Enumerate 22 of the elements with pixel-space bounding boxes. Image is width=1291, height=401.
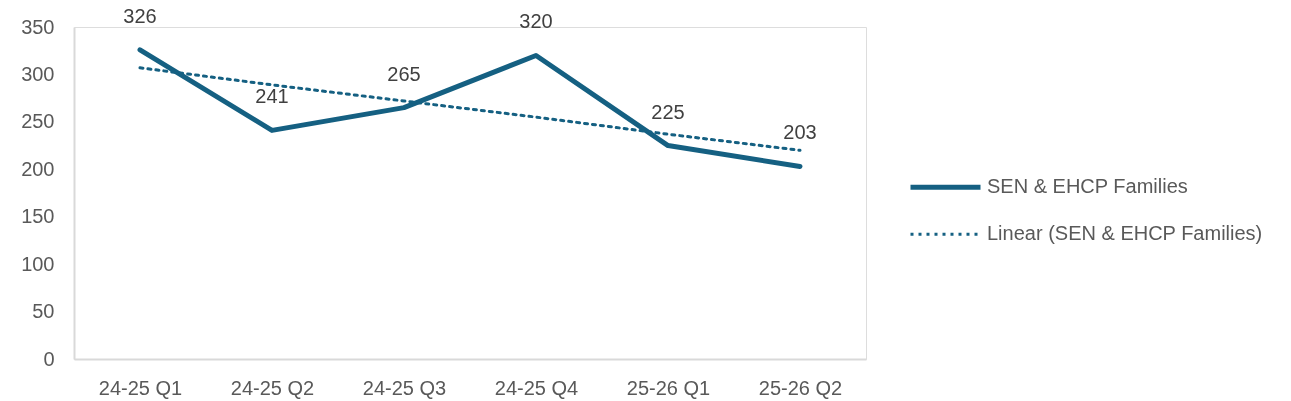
x-tick-label: 25-26 Q2 [758,376,843,399]
y-tick-label: 100 [21,252,55,275]
x-tick-label: 25-26 Q1 [626,376,711,399]
x-tick-label: 24-25 Q2 [230,376,315,399]
y-tick-label: 250 [21,110,55,133]
data-label: 320 [519,10,553,33]
legend-label: Linear (SEN & EHCP Families) [987,222,1263,245]
data-label: 225 [651,100,685,123]
data-label: 203 [783,121,817,144]
y-tick-label: 50 [32,300,55,323]
y-tick-label: 150 [21,205,55,228]
y-tick-label: 200 [21,157,55,180]
x-tick-label: 24-25 Q4 [494,376,579,399]
data-label: 326 [123,4,157,27]
data-label: 265 [387,62,421,85]
data-label: 241 [255,85,289,108]
legend-label: SEN & EHCP Families [987,175,1188,198]
x-tick-label: 24-25 Q3 [362,376,447,399]
x-tick-label: 24-25 Q1 [98,376,183,399]
y-tick-label: 300 [21,62,55,85]
y-tick-label: 350 [21,15,55,38]
y-tick-label: 0 [43,347,55,370]
